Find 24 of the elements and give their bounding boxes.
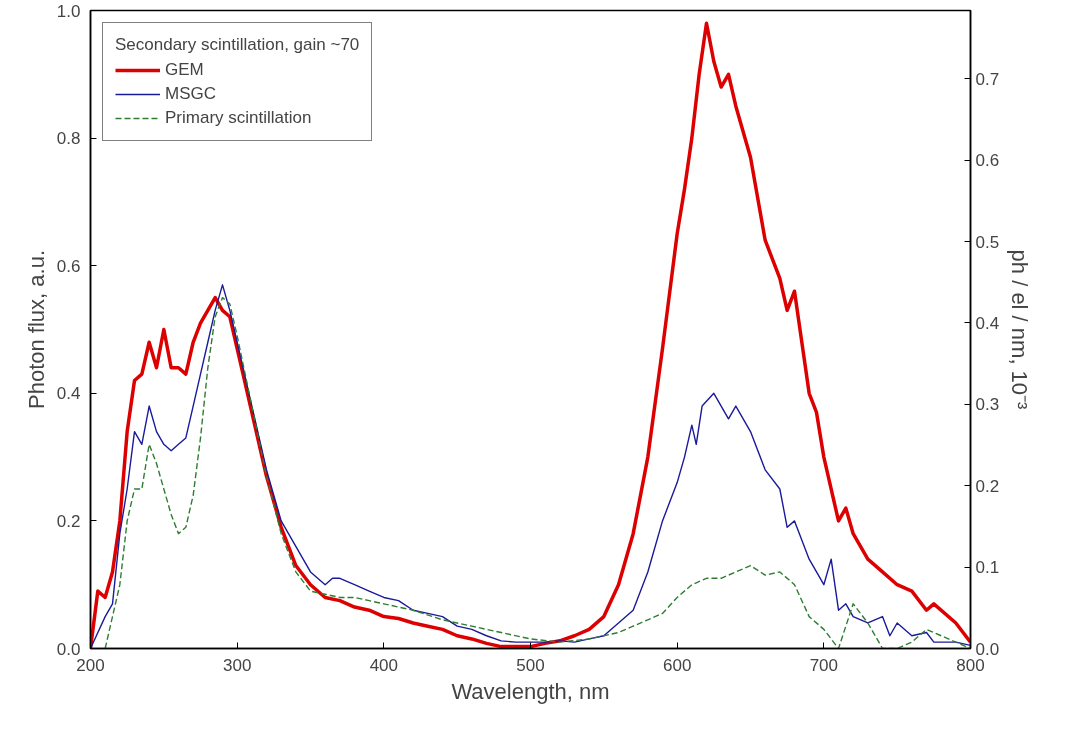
- x-tick-label: 300: [222, 655, 252, 675]
- x-tick-label: 400: [369, 655, 399, 675]
- y-tick-label: 0.8: [56, 129, 81, 149]
- y2-tick-label: 0.4: [975, 313, 1000, 333]
- legend-label: GEM: [165, 60, 204, 80]
- y2-tick-label: 0.5: [975, 232, 1000, 252]
- y-axis-title: Photon flux, a.u.: [23, 250, 49, 409]
- x-tick-label: 500: [516, 655, 545, 675]
- y-tick-label: 0.6: [56, 256, 81, 276]
- y-tick-label: 0.4: [56, 384, 81, 404]
- y2-tick-label: 0.3: [975, 395, 1000, 415]
- y-tick-label: 1.0: [56, 1, 81, 21]
- x-tick-label: 700: [809, 655, 839, 675]
- legend-title: Secondary scintillation, gain ~70: [115, 35, 360, 55]
- y-tick-label: 0.2: [56, 511, 81, 531]
- y2-tick-label: 0.6: [975, 151, 1000, 171]
- legend-label: MSGC: [165, 84, 216, 104]
- x-axis-title: Wavelength, nm: [451, 678, 610, 704]
- legend-label: Primary scintillation: [165, 108, 312, 128]
- y2-tick-label: 0.2: [975, 476, 1000, 496]
- y2-axis-title: ph / el / nm, 10⁻³: [1007, 249, 1033, 410]
- y2-tick-label: 0.7: [975, 69, 1000, 89]
- x-tick-label: 600: [662, 655, 692, 675]
- y2-tick-label: 0.1: [975, 558, 1000, 578]
